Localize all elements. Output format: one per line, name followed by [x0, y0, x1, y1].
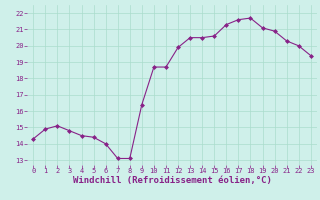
- X-axis label: Windchill (Refroidissement éolien,°C): Windchill (Refroidissement éolien,°C): [73, 176, 271, 185]
